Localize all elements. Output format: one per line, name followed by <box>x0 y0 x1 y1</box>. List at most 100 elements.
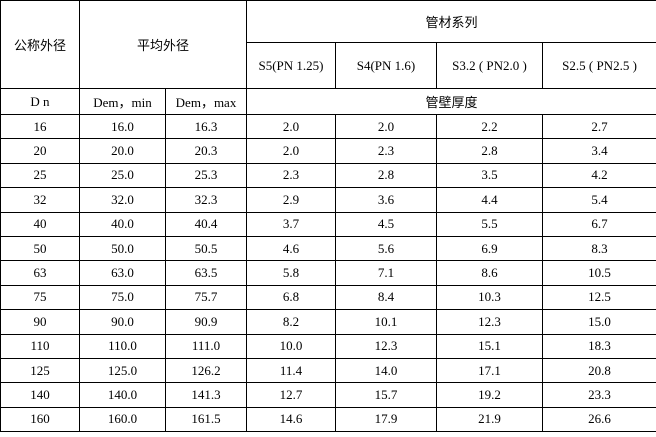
header-series-s5: S5(PN 1.25) <box>246 42 337 89</box>
header-dem-min: Dem，min <box>79 88 166 115</box>
cell-dn: 75 <box>0 284 80 311</box>
header-dn: D n <box>0 88 80 115</box>
cell-dem-max: 16.3 <box>164 113 248 140</box>
table-row: 75 75.0 75.7 6.8 8.4 10.3 12.5 <box>0 284 656 311</box>
cell-dem-min: 90.0 <box>79 309 166 335</box>
cell-dem-max: 161.5 <box>164 406 248 433</box>
cell-s5: 12.7 <box>246 382 337 408</box>
cell-s2-5: 12.5 <box>542 284 656 311</box>
cell-s3-2: 2.8 <box>436 138 544 164</box>
cell-dem-min: 160.0 <box>79 406 166 433</box>
cell-dem-min: 32.0 <box>79 187 166 213</box>
cell-dem-max: 25.3 <box>164 162 248 189</box>
cell-dem-max: 126.2 <box>164 357 248 384</box>
cell-s4: 12.3 <box>335 333 438 359</box>
cell-s5: 2.0 <box>246 113 337 140</box>
cell-dn: 16 <box>0 113 80 140</box>
cell-s5: 3.7 <box>246 211 337 237</box>
cell-s5: 2.3 <box>246 162 337 189</box>
cell-dem-min: 110.0 <box>79 333 166 359</box>
table-row: 160 160.0 161.5 14.6 17.9 21.9 26.6 <box>0 406 656 433</box>
cell-s4: 2.8 <box>335 162 438 189</box>
cell-dem-min: 63.0 <box>79 260 166 286</box>
cell-dn: 32 <box>0 187 80 213</box>
cell-s3-2: 8.6 <box>436 260 544 286</box>
cell-dem-max: 50.5 <box>164 235 248 262</box>
cell-dem-max: 75.7 <box>164 284 248 311</box>
cell-s2-5: 10.5 <box>542 260 656 286</box>
cell-dn: 125 <box>0 357 80 384</box>
cell-s2-5: 20.8 <box>542 357 656 384</box>
cell-dem-min: 140.0 <box>79 382 166 408</box>
cell-dem-min: 125.0 <box>79 357 166 384</box>
table-row: 90 90.0 90.9 8.2 10.1 12.3 15.0 <box>0 309 656 335</box>
cell-s4: 10.1 <box>335 309 438 335</box>
cell-dn: 140 <box>0 382 80 408</box>
cell-dn: 50 <box>0 235 80 262</box>
cell-s4: 4.5 <box>335 211 438 237</box>
cell-s4: 2.3 <box>335 138 438 164</box>
cell-s3-2: 21.9 <box>436 406 544 433</box>
cell-dn: 25 <box>0 162 80 189</box>
cell-dem-max: 63.5 <box>164 260 248 286</box>
cell-s4: 15.7 <box>335 382 438 408</box>
cell-s4: 3.6 <box>335 187 438 213</box>
header-series-s4: S4(PN 1.6) <box>335 42 438 89</box>
cell-s5: 2.9 <box>246 187 337 213</box>
cell-s5: 11.4 <box>246 357 337 384</box>
cell-s2-5: 3.4 <box>542 138 656 164</box>
cell-s3-2: 10.3 <box>436 284 544 311</box>
cell-dem-min: 16.0 <box>79 113 166 140</box>
table-row: 140 140.0 141.3 12.7 15.7 19.2 23.3 <box>0 382 656 408</box>
cell-s5: 2.0 <box>246 138 337 164</box>
cell-s2-5: 2.7 <box>542 113 656 140</box>
cell-dem-max: 90.9 <box>164 309 248 335</box>
cell-s3-2: 6.9 <box>436 235 544 262</box>
cell-s2-5: 15.0 <box>542 309 656 335</box>
cell-dem-min: 40.0 <box>79 211 166 237</box>
cell-s4: 17.9 <box>335 406 438 433</box>
table-row: 32 32.0 32.3 2.9 3.6 4.4 5.4 <box>0 187 656 213</box>
cell-s4: 14.0 <box>335 357 438 384</box>
cell-s2-5: 26.6 <box>542 406 656 433</box>
cell-s4: 8.4 <box>335 284 438 311</box>
cell-s2-5: 8.3 <box>542 235 656 262</box>
header-nominal-od: 公称外径 <box>0 0 80 89</box>
cell-s2-5: 18.3 <box>542 333 656 359</box>
cell-dem-max: 141.3 <box>164 382 248 408</box>
cell-s2-5: 4.2 <box>542 162 656 189</box>
cell-dem-min: 75.0 <box>79 284 166 311</box>
cell-s3-2: 3.5 <box>436 162 544 189</box>
cell-s2-5: 6.7 <box>542 211 656 237</box>
cell-dem-max: 40.4 <box>164 211 248 237</box>
table-row: 40 40.0 40.4 3.7 4.5 5.5 6.7 <box>0 211 656 237</box>
cell-s3-2: 5.5 <box>436 211 544 237</box>
cell-dn: 160 <box>0 406 80 433</box>
header-series-s2-5: S2.5 ( PN2.5 ) <box>542 42 656 89</box>
cell-s5: 14.6 <box>246 406 337 433</box>
header-wall-thickness: 管壁厚度 <box>246 88 656 115</box>
cell-s3-2: 4.4 <box>436 187 544 213</box>
cell-s5: 10.0 <box>246 333 337 359</box>
table-row: 16 16.0 16.3 2.0 2.0 2.2 2.7 <box>0 113 656 140</box>
cell-dn: 110 <box>0 333 80 359</box>
cell-s3-2: 15.1 <box>436 333 544 359</box>
cell-dn: 20 <box>0 138 80 164</box>
table-row: 63 63.0 63.5 5.8 7.1 8.6 10.5 <box>0 260 656 286</box>
header-row-3: D n Dem，min Dem，max 管壁厚度 <box>0 88 656 115</box>
table-row: 50 50.0 50.5 4.6 5.6 6.9 8.3 <box>0 235 656 262</box>
cell-s4: 5.6 <box>335 235 438 262</box>
header-series-group: 管材系列 <box>246 0 656 43</box>
cell-dem-max: 20.3 <box>164 138 248 164</box>
table-row: 110 110.0 111.0 10.0 12.3 15.1 18.3 <box>0 333 656 359</box>
cell-dn: 63 <box>0 260 80 286</box>
cell-s5: 5.8 <box>246 260 337 286</box>
header-series-s3-2: S3.2 ( PN2.0 ) <box>436 42 544 89</box>
cell-s2-5: 5.4 <box>542 187 656 213</box>
header-row-2: S5(PN 1.25) S4(PN 1.6) S3.2 ( PN2.0 ) S2… <box>1 42 656 89</box>
cell-dem-max: 111.0 <box>164 333 248 359</box>
header-mean-od: 平均外径 <box>78 0 248 89</box>
cell-s3-2: 17.1 <box>436 357 544 384</box>
cell-s2-5: 23.3 <box>542 382 656 408</box>
